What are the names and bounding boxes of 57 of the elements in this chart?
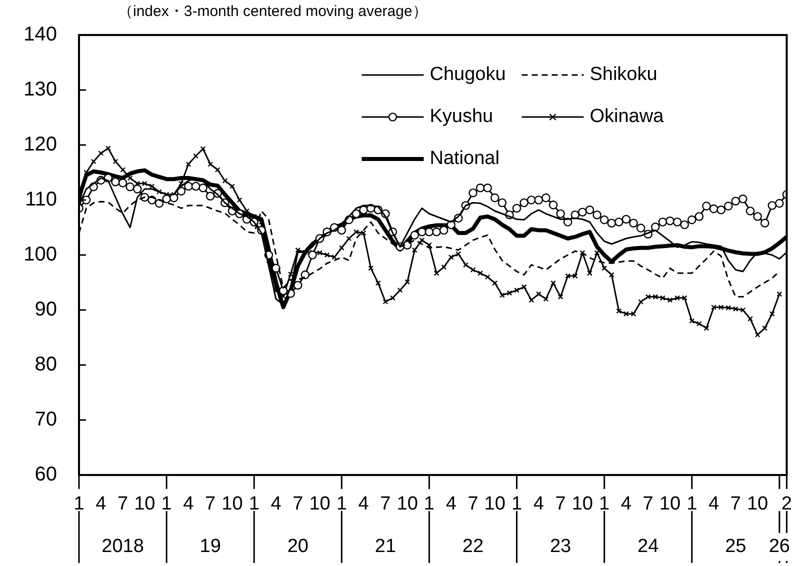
x2-tick-label: 26 [768, 536, 790, 558]
x-tick-label: 4 [96, 494, 107, 515]
x-tick-label: 10 [484, 494, 506, 515]
x2-tick-label: 21 [374, 536, 396, 558]
chart-subtitle: （index・3-month centered moving average） [118, 2, 428, 21]
y-tick-label: 140 [24, 24, 57, 46]
x-tick-label: 4 [708, 494, 720, 515]
y-tick-label: 60 [34, 464, 57, 486]
x2-tick-label: 20 [287, 536, 308, 558]
x-tick-label: 10 [396, 494, 418, 515]
y-tick-label: 130 [24, 78, 57, 101]
y-tick-label: 90 [34, 298, 57, 321]
x-tick-label: 7 [468, 494, 478, 515]
legend-label: Chugoku [430, 64, 506, 86]
y-tick-label: 80 [34, 354, 57, 376]
x-tick-label: 7 [642, 494, 654, 515]
x-tick-label: 1 [74, 494, 84, 515]
x-tick-label: 7 [555, 494, 566, 515]
x-tick-label: 10 [222, 494, 243, 515]
y-tick-label: 100 [24, 244, 57, 266]
x-tick-label: 7 [205, 494, 216, 515]
x-tick-label: 10 [309, 494, 330, 515]
x-tick-label: 10 [659, 494, 681, 515]
x2-tick-label: 23 [550, 536, 572, 558]
x2-tick-label: 22 [462, 536, 484, 558]
x-tick-label: 4 [183, 494, 194, 515]
x-tick-label: 10 [746, 494, 768, 515]
y-tick-label: 70 [34, 408, 57, 431]
y-tick-label: 110 [25, 188, 57, 211]
x-tick-label: 1 [424, 494, 434, 515]
x2-tick-label: 24 [638, 536, 660, 558]
x-tick-label: 4 [270, 494, 282, 515]
x2-tick-label: 25 [725, 536, 746, 558]
legend-label: Okinawa [590, 106, 664, 128]
x-tick-label: 1 [161, 494, 172, 515]
x-tick-label: 4 [533, 494, 544, 515]
x2-tick-label: 19 [200, 536, 221, 558]
x-tick-label: 7 [292, 494, 304, 515]
x-tick-label: 1 [511, 494, 522, 515]
x-tick-label: 4 [620, 494, 632, 515]
legend-label: Shikoku [590, 64, 658, 86]
x-tick-label: 7 [730, 494, 741, 515]
x-tick-label: 2 [781, 494, 792, 515]
x-tick-label: 7 [117, 494, 128, 515]
x-tick-label: 10 [572, 494, 593, 515]
x-tick-label: 4 [358, 494, 370, 515]
x-tick-label: 7 [380, 494, 391, 515]
y-tick-label: 120 [24, 134, 57, 156]
x-tick-label: 1 [686, 494, 698, 515]
x-tick-label: 1 [248, 494, 260, 515]
x2-tick-label: 2018 [102, 536, 144, 558]
x-tick-label: 1 [599, 494, 610, 515]
x-tick-label: 1 [336, 494, 347, 515]
x-tick-label: 10 [134, 494, 156, 515]
legend-label: National [430, 148, 500, 170]
x-tick-label: 4 [446, 494, 457, 515]
legend-label: Kyushu [430, 106, 494, 128]
